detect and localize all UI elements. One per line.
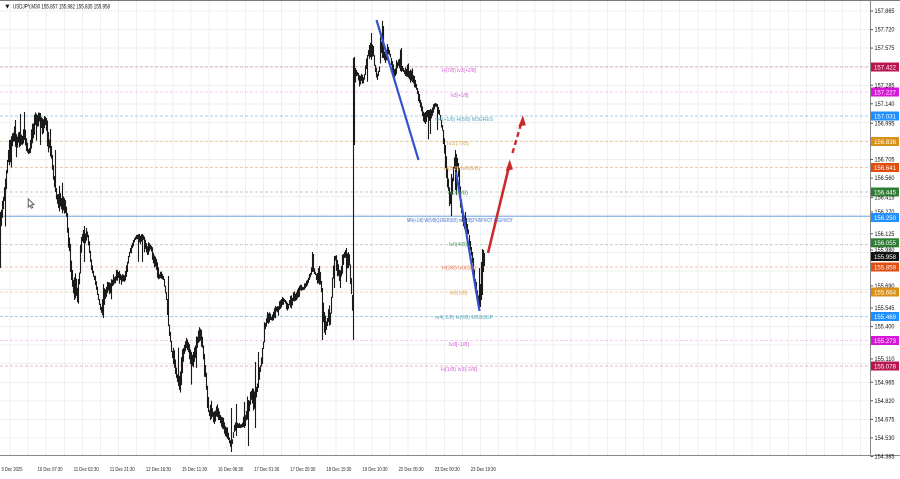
svg-text:15 Dec 11:30: 15 Dec 11:30 (182, 467, 207, 473)
svg-text:157.865: 157.865 (875, 9, 896, 15)
svg-text:USDJPY,M30 155.857 155.982 15: USDJPY,M30 155.857 155.982 155.835 155.9… (13, 4, 110, 11)
svg-text:lv2(7/8): lv2(7/8) (447, 141, 469, 147)
svg-text:156.125: 156.125 (875, 232, 896, 238)
svg-text:154.385: 154.385 (875, 455, 896, 461)
svg-text:23 Dec 00:30: 23 Dec 00:30 (435, 467, 460, 473)
svg-text:11 Dec 02:30: 11 Dec 02:30 (74, 467, 99, 473)
svg-text:9 Dec 2025: 9 Dec 2025 (2, 467, 23, 473)
svg-text:157.031: 157.031 (874, 113, 897, 120)
svg-text:H(3/8) lv0(3/8): H(3/8) lv0(3/8) (442, 266, 476, 272)
svg-text:22 Dec 05:30: 22 Dec 05:30 (399, 467, 424, 473)
svg-text:157.140: 157.140 (875, 102, 896, 108)
svg-text:11 Dec 21:30: 11 Dec 21:30 (110, 467, 135, 473)
svg-text:H(5/8) lv0(6/8): H(5/8) lv0(6/8) (444, 166, 480, 172)
svg-text:10 Dec 07:30: 10 Dec 07:30 (38, 467, 63, 473)
svg-text:157.285: 157.285 (875, 83, 896, 89)
svg-text:154.675: 154.675 (875, 418, 896, 424)
svg-text:155.664: 155.664 (874, 289, 897, 296)
svg-text:156.055: 156.055 (874, 240, 897, 247)
svg-text:156.641: 156.641 (874, 165, 897, 172)
svg-text:18 Dec 15:30: 18 Dec 15:30 (326, 467, 351, 473)
svg-text:156.995: 156.995 (875, 121, 896, 127)
svg-text:155.980: 155.980 (875, 248, 896, 254)
svg-text:155.400: 155.400 (875, 325, 896, 331)
svg-text:156.836: 156.836 (874, 139, 897, 146)
svg-text:lv3[-1/8]: lv3[-1/8] (449, 342, 470, 348)
svg-text:156.415: 156.415 (875, 196, 896, 202)
svg-text:157.575: 157.575 (875, 46, 896, 52)
svg-text:12 Dec 16:30: 12 Dec 16:30 (146, 467, 171, 473)
svg-text:156.705: 156.705 (875, 158, 896, 164)
svg-text:155.545: 155.545 (875, 306, 896, 312)
svg-text:lv3[+1/8]: lv3[+1/8] (451, 93, 469, 99)
svg-text:H(7/8) lv3[+2/8]: H(7/8) lv3[+2/8] (442, 68, 476, 74)
svg-text:16 Dec 06:30: 16 Dec 06:30 (218, 467, 243, 473)
svg-text:▼: ▼ (4, 4, 11, 11)
svg-text:155.690: 155.690 (875, 284, 896, 290)
svg-text:lv0(5/8): lv0(5/8) (448, 191, 468, 197)
svg-text:155.469: 155.469 (874, 314, 897, 321)
svg-text:157.422: 157.422 (874, 64, 897, 71)
svg-text:lv0(4/8): lv0(4/8) (449, 242, 467, 248)
svg-text:156.445: 156.445 (874, 189, 897, 196)
svg-text:m4(+1/8) H(8/8) M3GRES: m4(+1/8) H(8/8) M3GRES (435, 117, 493, 123)
svg-text:19 Dec 10:30: 19 Dec 10:30 (363, 467, 388, 473)
svg-text:155.273: 155.273 (874, 338, 897, 345)
svg-text:156.250: 156.250 (874, 215, 897, 222)
svg-text:m4(-1/8) H(0/8) M3GSUP: m4(-1/8) H(0/8) M3GSUP (435, 315, 493, 321)
svg-text:17 Dec 01:30: 17 Dec 01:30 (254, 467, 279, 473)
svg-text:157.227: 157.227 (874, 89, 897, 96)
svg-text:156.560: 156.560 (875, 176, 896, 182)
svg-text:154.820: 154.820 (875, 399, 896, 405)
svg-text:H(1/8) lv3[-2/8]: H(1/8) lv3[-2/8] (441, 367, 478, 373)
svg-text:157.720: 157.720 (875, 28, 896, 34)
svg-text:155.958: 155.958 (874, 254, 897, 261)
svg-text:155.078: 155.078 (874, 363, 897, 370)
svg-text:155.859: 155.859 (874, 264, 897, 271)
svg-text:MN(+1/8) W(5/8)Q1REB(5/8) m5(2: MN(+1/8) W(5/8)Q1REB(5/8) m5(2/8)2*H5PIV… (407, 218, 514, 224)
svg-text:155.110: 155.110 (875, 357, 896, 363)
svg-text:17 Dec 20:30: 17 Dec 20:30 (290, 467, 315, 473)
svg-text:154.965: 154.965 (875, 380, 896, 386)
svg-text:23 Dec 19:30: 23 Dec 19:30 (471, 467, 496, 473)
svg-text:154.530: 154.530 (875, 436, 896, 442)
svg-text:lv0(1/8): lv0(1/8) (450, 291, 468, 297)
